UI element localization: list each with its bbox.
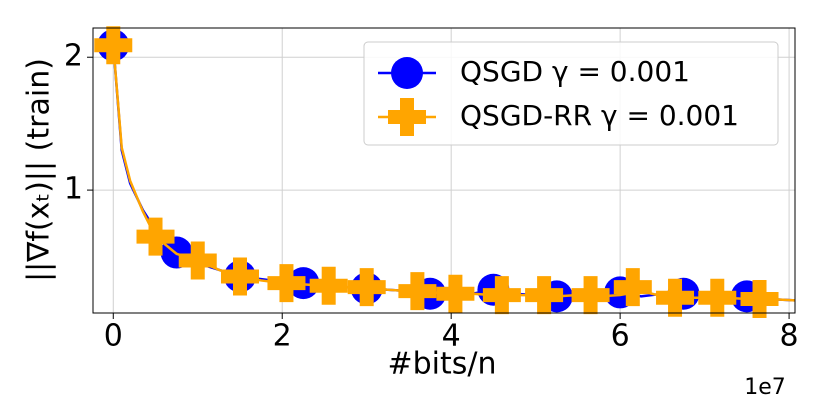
legend-label: QSGD-RR γ = 0.001 bbox=[460, 99, 739, 132]
marker bbox=[309, 266, 348, 305]
y-tick-label: 2 bbox=[64, 39, 83, 74]
y-tick-label: 1 bbox=[64, 172, 83, 207]
marker bbox=[398, 272, 437, 311]
marker bbox=[525, 276, 564, 315]
x-offset-label: 1e7 bbox=[744, 375, 786, 400]
x-tick-label: 8 bbox=[780, 319, 799, 354]
marker bbox=[178, 241, 217, 280]
marker bbox=[436, 274, 475, 313]
plot-frame bbox=[92, 27, 796, 314]
x-tick-label: 2 bbox=[273, 319, 292, 354]
marker bbox=[136, 217, 175, 256]
legend-marker bbox=[391, 57, 423, 89]
x-tick-label: 0 bbox=[104, 319, 123, 354]
y-axis-label: ||∇f(xₜ)|| (train) bbox=[22, 58, 57, 282]
marker bbox=[656, 278, 695, 317]
legend-label: QSGD γ = 0.001 bbox=[460, 55, 690, 88]
x-axis-label: #bits/n bbox=[387, 347, 496, 382]
marker bbox=[347, 268, 386, 307]
marker bbox=[698, 278, 737, 317]
x-tick-label: 6 bbox=[611, 319, 630, 354]
x-tick-label: 4 bbox=[442, 319, 461, 354]
marker bbox=[613, 268, 652, 307]
marker bbox=[220, 257, 259, 296]
marker bbox=[482, 276, 521, 315]
marker bbox=[94, 26, 133, 65]
marker bbox=[571, 276, 610, 315]
legend-box bbox=[363, 41, 779, 146]
marker bbox=[267, 264, 306, 303]
legend-marker bbox=[388, 98, 426, 136]
marker bbox=[740, 280, 779, 319]
